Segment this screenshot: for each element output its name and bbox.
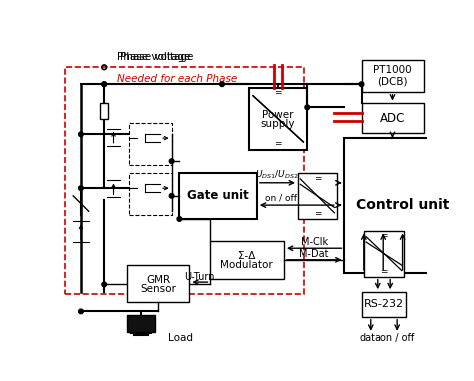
Text: $U_{DS1}$/$U_{DS2}$: $U_{DS1}$/$U_{DS2}$ xyxy=(255,169,299,181)
Text: data: data xyxy=(360,333,382,343)
Text: Gate unit: Gate unit xyxy=(187,189,249,202)
Text: Power: Power xyxy=(262,110,293,120)
Circle shape xyxy=(79,186,83,190)
Circle shape xyxy=(219,82,224,86)
Bar xyxy=(128,265,190,302)
Text: PT1000: PT1000 xyxy=(373,66,412,75)
Circle shape xyxy=(305,105,310,110)
Bar xyxy=(249,88,307,150)
Bar xyxy=(298,173,337,219)
Text: =: = xyxy=(274,88,282,97)
Text: Load: Load xyxy=(168,333,193,343)
Bar xyxy=(364,231,404,277)
Bar xyxy=(129,173,172,215)
Text: =: = xyxy=(380,267,388,276)
Circle shape xyxy=(177,217,182,221)
Text: ADC: ADC xyxy=(380,112,405,125)
Text: (DCB): (DCB) xyxy=(377,76,408,86)
Bar xyxy=(65,67,304,295)
Text: Σ-Δ: Σ-Δ xyxy=(238,251,255,261)
Bar xyxy=(362,59,423,92)
Text: Control unit: Control unit xyxy=(356,198,449,212)
Text: supply: supply xyxy=(261,119,295,129)
Text: =: = xyxy=(380,231,388,240)
Bar xyxy=(129,123,172,165)
Text: RS-232: RS-232 xyxy=(364,299,404,309)
Bar xyxy=(345,138,461,273)
Bar xyxy=(362,104,423,133)
Bar xyxy=(362,292,406,317)
Text: M-Clk: M-Clk xyxy=(301,237,328,247)
Circle shape xyxy=(79,132,83,136)
Text: =: = xyxy=(274,139,282,148)
Text: GMR: GMR xyxy=(146,275,171,285)
Text: U-Turn: U-Turn xyxy=(184,272,215,282)
Text: Needed for each Phase: Needed for each Phase xyxy=(118,74,237,84)
Circle shape xyxy=(359,82,364,86)
Circle shape xyxy=(102,82,107,86)
Text: on / off: on / off xyxy=(265,194,297,203)
Circle shape xyxy=(79,309,83,314)
Circle shape xyxy=(102,282,107,287)
Text: Phase voltage: Phase voltage xyxy=(118,51,191,61)
Bar xyxy=(100,104,108,119)
Text: M-Dat: M-Dat xyxy=(300,249,329,259)
Text: =: = xyxy=(314,174,321,182)
Circle shape xyxy=(169,159,174,163)
Text: Sensor: Sensor xyxy=(140,284,176,294)
Bar xyxy=(179,173,257,219)
Circle shape xyxy=(102,82,107,86)
Text: on / off: on / off xyxy=(380,333,414,343)
Text: Modulator: Modulator xyxy=(220,260,273,270)
Bar xyxy=(210,240,284,279)
Circle shape xyxy=(169,194,174,198)
Bar xyxy=(128,315,155,332)
Text: =: = xyxy=(314,209,321,218)
Text: Phase voltage: Phase voltage xyxy=(120,51,193,61)
